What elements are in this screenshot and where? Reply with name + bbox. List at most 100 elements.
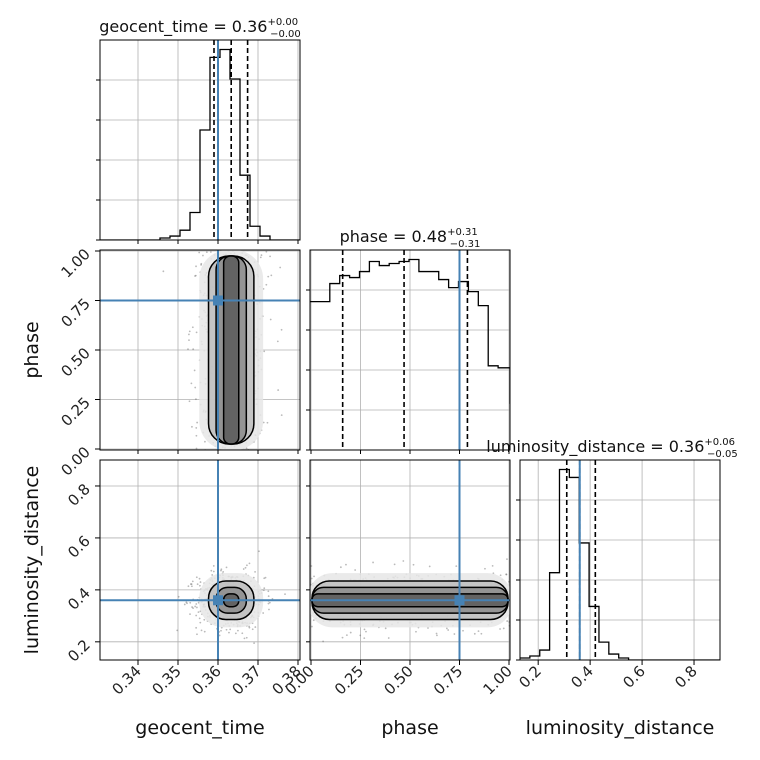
scatter-point (191, 326, 194, 329)
x-axis-label-geocent_time: geocent_time (135, 717, 264, 739)
scatter-point (499, 628, 501, 630)
panel-geocent_time-vs-phase-plot (100, 250, 300, 450)
scatter-point (192, 348, 195, 351)
scatter-point (187, 348, 189, 350)
scatter-point (427, 627, 429, 629)
scatter-point (345, 563, 347, 566)
scatter-point (254, 570, 256, 573)
scatter-point (196, 633, 198, 636)
scatter-point (263, 350, 266, 353)
panel-geocent_time-vs-luminosity_distance-border (99, 459, 301, 661)
scatter-point (502, 627, 505, 630)
x-tick-label: 0.36 (188, 662, 224, 698)
scatter-point (211, 574, 214, 576)
scatter-point (210, 569, 213, 572)
scatter-point (447, 629, 450, 631)
scatter-point (269, 255, 271, 258)
y-tick-label: 0.2 (64, 636, 94, 666)
scatter-point (268, 601, 271, 604)
scatter-point (191, 606, 193, 608)
scatter-point (267, 275, 270, 278)
scatter-point (258, 550, 260, 553)
scatter-point (241, 632, 244, 635)
scatter-point (190, 585, 193, 588)
scatter-point (228, 631, 230, 634)
scatter-point (195, 626, 198, 629)
scatter-point (505, 573, 508, 576)
scatter-point (248, 626, 251, 629)
scatter-point (198, 617, 201, 620)
panel-phase-vs-luminosity_distance-plot (310, 460, 510, 660)
scatter-point (243, 637, 246, 640)
title-phase: phase = 0.48+0.31 −0.31 (340, 227, 481, 250)
scatter-point (267, 590, 270, 593)
scatter-point (312, 619, 315, 622)
scatter-point (480, 632, 483, 635)
scatter-point (322, 640, 325, 643)
title-geocent_time: geocent_time = 0.36+0.00 −0.00 (99, 17, 301, 40)
scatter-point (263, 587, 266, 590)
scatter-point (277, 389, 280, 391)
scatter-point (245, 636, 248, 639)
scatter-point (194, 274, 197, 277)
truth-marker (213, 295, 223, 306)
scatter-point (246, 564, 248, 567)
hist-luminosity_distance-bg (520, 460, 720, 660)
truth-marker (454, 595, 465, 606)
scatter-point (220, 629, 222, 632)
y-tick-label: 0.8 (64, 480, 94, 510)
scatter-point (190, 583, 192, 585)
scatter-point (186, 602, 188, 605)
scatter-point (196, 583, 199, 586)
scatter-point (387, 637, 390, 639)
hist-luminosity_distance-plot (520, 460, 720, 660)
scatter-point (212, 570, 215, 573)
y-tick-label: 0.25 (57, 394, 93, 430)
scatter-point (237, 629, 239, 632)
title-main: geocent_time = 0.36 (99, 17, 267, 37)
scatter-point (445, 627, 448, 630)
panel-phase-vs-luminosity_distance (309, 459, 511, 661)
scatter-point (363, 637, 366, 640)
scatter-point (244, 566, 247, 569)
scatter-point (477, 630, 480, 633)
scatter-point (341, 636, 344, 639)
scatter-point (506, 558, 508, 561)
scatter-point (491, 564, 494, 567)
y-tick-label: 1.00 (57, 245, 93, 281)
x-tick-label: 0.34 (108, 662, 144, 698)
scatter-point (188, 330, 191, 333)
scatter-point (354, 569, 357, 571)
scatter-point (183, 603, 186, 606)
scatter-point (234, 632, 237, 635)
x-axis-label-luminosity_distance: luminosity_distance (526, 717, 715, 739)
hist-phase-plot (310, 250, 510, 450)
title-plus: +0.06 (704, 437, 735, 448)
scatter-point (462, 629, 464, 632)
scatter-point (265, 250, 268, 253)
title-plus: +0.00 (267, 17, 298, 28)
truth-marker (213, 595, 223, 606)
scatter-point (190, 583, 193, 586)
title-main: luminosity_distance = 0.36 (486, 437, 704, 457)
hist-luminosity_distance (516, 459, 721, 661)
scatter-point (205, 251, 208, 254)
y-axis-label-luminosity_distance: luminosity_distance (21, 466, 43, 655)
scatter-point (195, 606, 198, 609)
scatter-point (436, 634, 438, 637)
scatter-point (204, 440, 206, 443)
scatter-point (197, 611, 200, 614)
scatter-point (349, 631, 352, 634)
hist-phase (306, 249, 511, 451)
title-main: phase = 0.48 (340, 227, 447, 246)
scatter-point (192, 607, 194, 610)
scatter-point (270, 274, 273, 277)
y-axis-label-phase: phase (21, 321, 43, 378)
scatter-point (269, 318, 272, 321)
scatter-point (505, 573, 508, 576)
scatter-point (195, 447, 198, 450)
y-tick-label: 0.00 (57, 443, 93, 479)
scatter-point (372, 561, 374, 564)
scatter-point (242, 568, 245, 570)
